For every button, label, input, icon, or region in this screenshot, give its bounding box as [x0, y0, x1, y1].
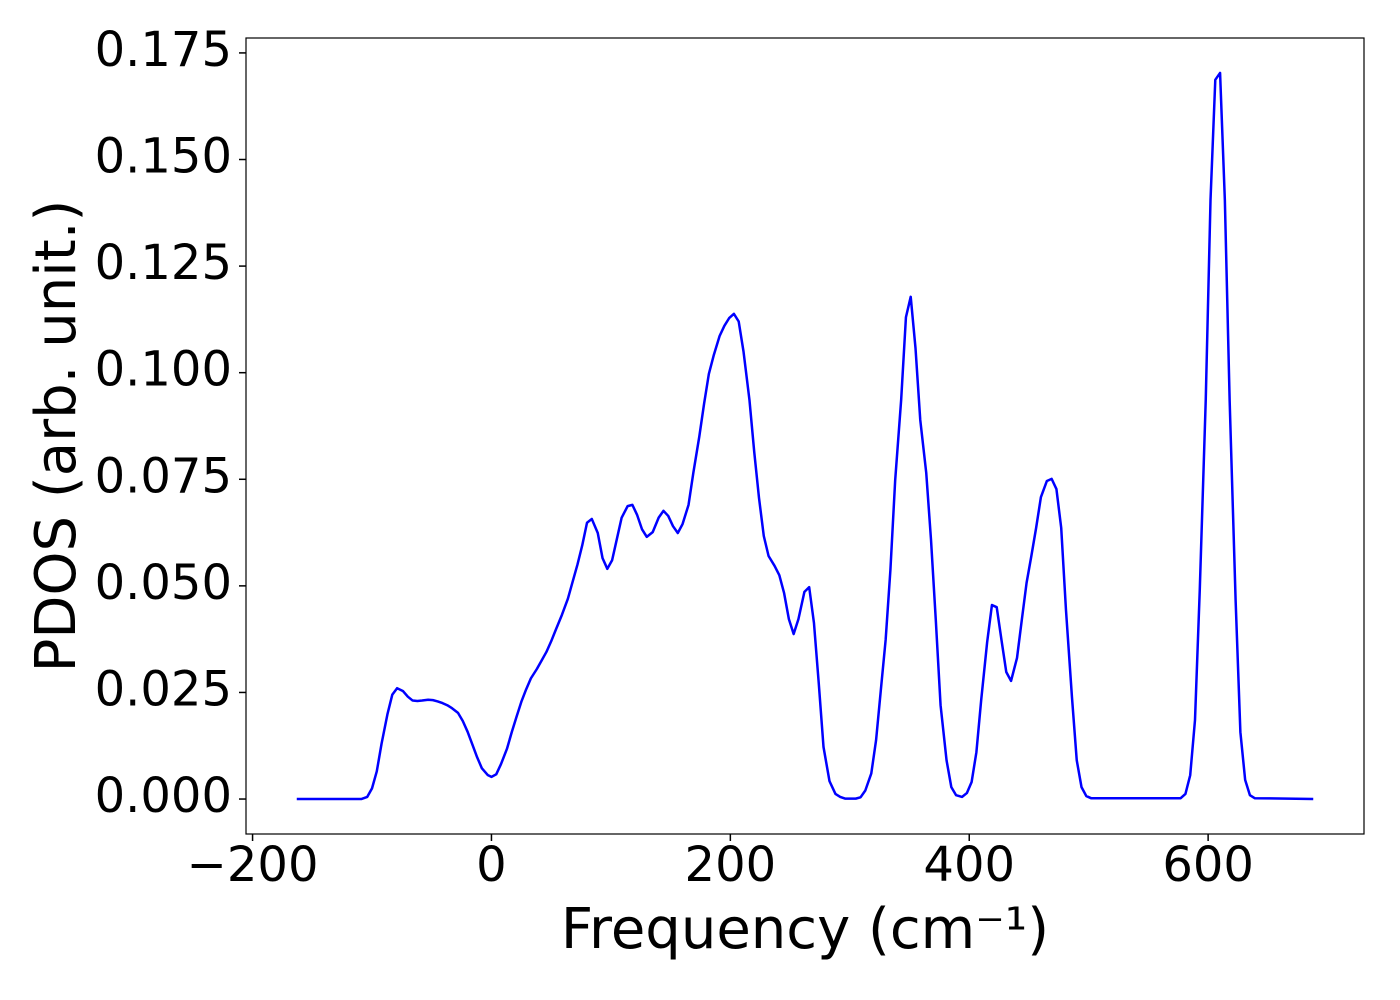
x-tick-label: −200	[187, 837, 319, 893]
y-tick-label: 0.025	[95, 661, 232, 717]
y-tick-label: 0.125	[95, 235, 232, 291]
x-tick-label: 200	[685, 837, 777, 893]
y-tick-label: 0.000	[95, 768, 232, 824]
y-tick-label: 0.175	[95, 22, 232, 78]
data-line	[296, 71, 1314, 801]
y-tick-label: 0.050	[95, 555, 232, 611]
x-tick-label: 0	[476, 837, 507, 893]
x-axis-label: Frequency (cm⁻¹)	[561, 897, 1049, 962]
y-tick-label: 0.075	[95, 448, 232, 504]
y-tick-label: 0.100	[95, 342, 232, 398]
plot-frame	[245, 37, 1365, 835]
y-tick-label: 0.150	[95, 129, 232, 185]
x-tick-label: 600	[1162, 837, 1254, 893]
x-tick-label: 400	[923, 837, 1015, 893]
y-axis-label: PDOS (arb. unit.)	[24, 200, 89, 673]
